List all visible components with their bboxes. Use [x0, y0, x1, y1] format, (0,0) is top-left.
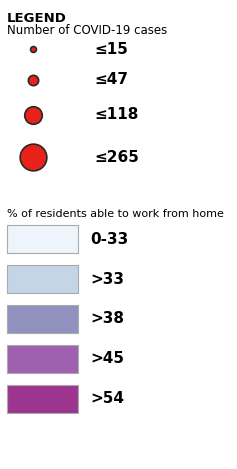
Text: LEGEND: LEGEND: [7, 12, 67, 25]
Text: >38: >38: [90, 311, 124, 326]
Text: 0-33: 0-33: [90, 232, 128, 247]
Text: ≤15: ≤15: [95, 42, 129, 57]
Text: >33: >33: [90, 272, 124, 287]
Text: ≤265: ≤265: [95, 150, 140, 165]
FancyBboxPatch shape: [7, 385, 78, 413]
Text: ≤47: ≤47: [95, 72, 129, 87]
Point: [31, 76, 35, 83]
FancyBboxPatch shape: [7, 265, 78, 293]
Text: >54: >54: [90, 391, 124, 406]
Point: [31, 153, 35, 161]
Point: [31, 111, 35, 119]
Text: ≤118: ≤118: [95, 107, 139, 122]
Text: >45: >45: [90, 351, 124, 366]
FancyBboxPatch shape: [7, 345, 78, 373]
Text: % of residents able to work from home: % of residents able to work from home: [7, 209, 224, 219]
FancyBboxPatch shape: [7, 225, 78, 253]
FancyBboxPatch shape: [7, 305, 78, 333]
Text: Number of COVID-19 cases: Number of COVID-19 cases: [7, 24, 167, 38]
Point: [31, 45, 35, 53]
